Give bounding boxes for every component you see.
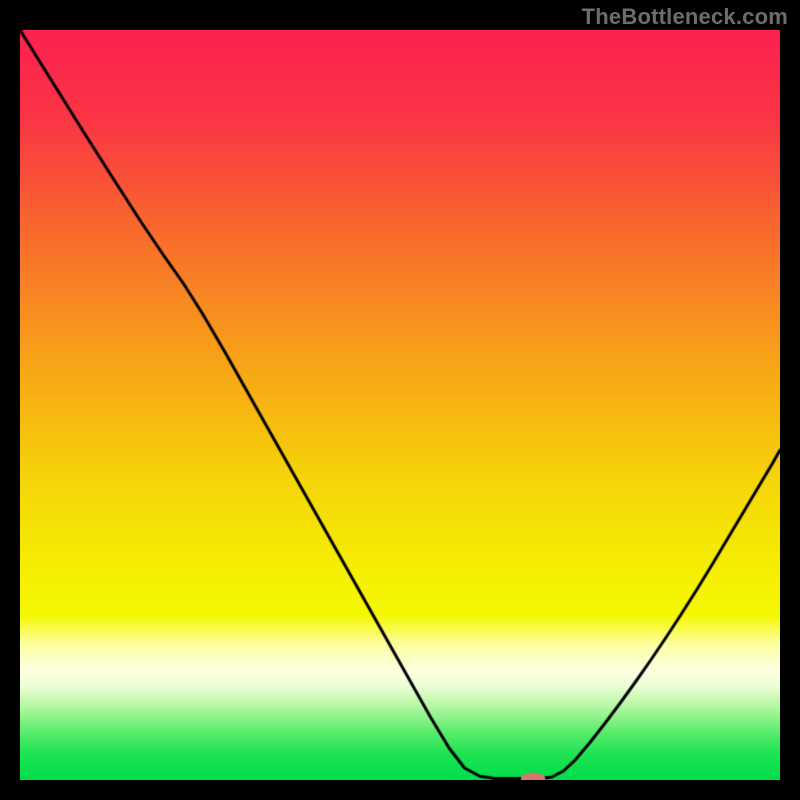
chart-frame: TheBottleneck.com <box>0 0 800 800</box>
watermark-label: TheBottleneck.com <box>582 4 788 30</box>
bottleneck-curve <box>20 30 780 780</box>
plot-area <box>20 30 780 780</box>
